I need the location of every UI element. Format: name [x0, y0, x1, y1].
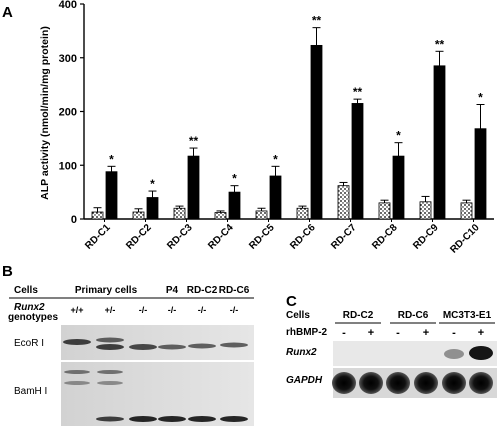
significance-marker: *	[273, 152, 278, 166]
category-label: RD-C4	[206, 222, 236, 252]
gapdh-band	[359, 372, 383, 394]
ecori-bands	[63, 337, 248, 350]
bar-treated-rd-c3	[187, 155, 200, 220]
significance-marker: **	[353, 85, 363, 99]
bar-treated-rd-c9	[433, 65, 446, 220]
ecori-blot	[61, 325, 254, 360]
category-label: RD-C3	[165, 222, 195, 252]
cell-group-label: RD-C2	[343, 310, 374, 321]
bamhi-bands	[64, 370, 248, 422]
category-label: RD-C2	[124, 222, 154, 252]
cell-groups-b: Primary cells P4 RD-C2 RD-C6	[58, 285, 250, 299]
panel-a-letter: A	[2, 4, 13, 21]
y-tick-label: 300	[59, 53, 77, 65]
treatment-state: +	[423, 327, 429, 339]
treatment-row: - + - + - +	[342, 327, 484, 339]
treatment-state: -	[452, 327, 456, 339]
genotype-gene-label: Runx2	[14, 302, 45, 313]
bar-control-rd-c9	[419, 201, 432, 220]
bar-control-rd-c6	[296, 207, 309, 220]
panel-b-letter: B	[2, 263, 13, 280]
bar-control-rd-c1	[91, 211, 104, 220]
treatment-state: -	[342, 327, 346, 339]
category-label: RD-C9	[411, 222, 441, 252]
gapdh-band	[332, 372, 356, 394]
genotype-label: -/-	[198, 305, 207, 315]
y-tick-label: 200	[59, 107, 77, 119]
cells-label-c: Cells	[286, 310, 310, 321]
y-tick-label: 400	[59, 0, 77, 11]
blot-label-gapdh: GAPDH	[286, 375, 323, 386]
significance-marker: *	[109, 152, 114, 166]
cell-group-label: RD-C6	[398, 310, 429, 321]
gapdh-bands	[332, 372, 493, 394]
cells-label-b: Cells	[14, 285, 38, 296]
genotype-word-label: genotypes	[8, 312, 58, 323]
genotype-label: -/-	[168, 305, 177, 315]
gapdh-band	[442, 372, 466, 394]
genotype-label: -/-	[139, 305, 148, 315]
alp-chart: 0100200300400*RD-C1*RD-C2**RD-C3*RD-C4*R…	[59, 0, 494, 256]
genotype-label: -/-	[230, 305, 239, 315]
genotype-label: +/+	[70, 305, 83, 315]
panel-c-letter: C	[286, 293, 297, 310]
blot-label-runx2: Runx2	[286, 347, 317, 358]
cell-group-label: MC3T3-E1	[443, 310, 492, 321]
bar-control-rd-c2	[132, 211, 145, 220]
bar-treated-rd-c4	[228, 191, 241, 220]
category-label: RD-C7	[329, 222, 359, 252]
bar-treated-rd-c2	[146, 197, 159, 220]
bar-control-rd-c7	[337, 185, 350, 220]
treatment-label: rhBMP-2	[286, 327, 328, 338]
significance-marker: **	[189, 134, 199, 148]
category-label: RD-C6	[288, 222, 318, 252]
gapdh-band	[414, 372, 438, 394]
category-label: RD-C10	[448, 222, 482, 256]
significance-marker: *	[150, 177, 155, 191]
treatment-state: +	[368, 327, 374, 339]
blot-label-bamhi: BamH I	[14, 386, 47, 397]
category-label: RD-C5	[247, 222, 277, 252]
bamhi-blot	[61, 362, 254, 426]
genotype-row: +/+ +/- -/- -/- -/- -/-	[70, 305, 238, 315]
y-tick-label: 100	[59, 160, 77, 172]
bar-treated-rd-c6	[310, 44, 323, 220]
genotype-label: +/-	[105, 305, 116, 315]
gapdh-band	[386, 372, 410, 394]
significance-marker: *	[478, 91, 483, 105]
bar-treated-rd-c8	[392, 155, 405, 220]
bar-treated-rd-c10	[474, 128, 487, 220]
category-label: RD-C1	[83, 222, 113, 252]
cell-groups-c: RD-C2 RD-C6 MC3T3-E1	[335, 310, 495, 324]
bar-control-rd-c10	[460, 202, 473, 220]
category-label: RD-C8	[370, 222, 400, 252]
treatment-state: -	[396, 327, 400, 339]
runx2-bands	[444, 346, 493, 360]
cell-group-label: RD-C6	[219, 285, 250, 296]
cell-group-label: RD-C2	[187, 285, 218, 296]
gapdh-band	[469, 372, 493, 394]
bar-control-rd-c4	[214, 212, 227, 220]
bar-control-rd-c8	[378, 202, 391, 220]
y-axis-label: ALP activity (nmol/min/mg protein)	[39, 26, 51, 200]
treatment-state: +	[478, 327, 484, 339]
significance-marker: *	[232, 172, 237, 186]
bar-treated-rd-c1	[105, 171, 118, 220]
bar-control-rd-c3	[173, 207, 186, 220]
blot-label-ecori: EcoR I	[14, 338, 44, 349]
bar-treated-rd-c5	[269, 175, 282, 220]
significance-marker: *	[396, 129, 401, 143]
cell-group-label: Primary cells	[75, 285, 138, 296]
significance-marker: **	[435, 37, 445, 51]
significance-marker: **	[312, 14, 322, 28]
y-tick-label: 0	[71, 214, 77, 226]
bar-control-rd-c5	[255, 210, 268, 220]
cell-group-label: P4	[166, 285, 179, 296]
bar-treated-rd-c7	[351, 103, 364, 220]
